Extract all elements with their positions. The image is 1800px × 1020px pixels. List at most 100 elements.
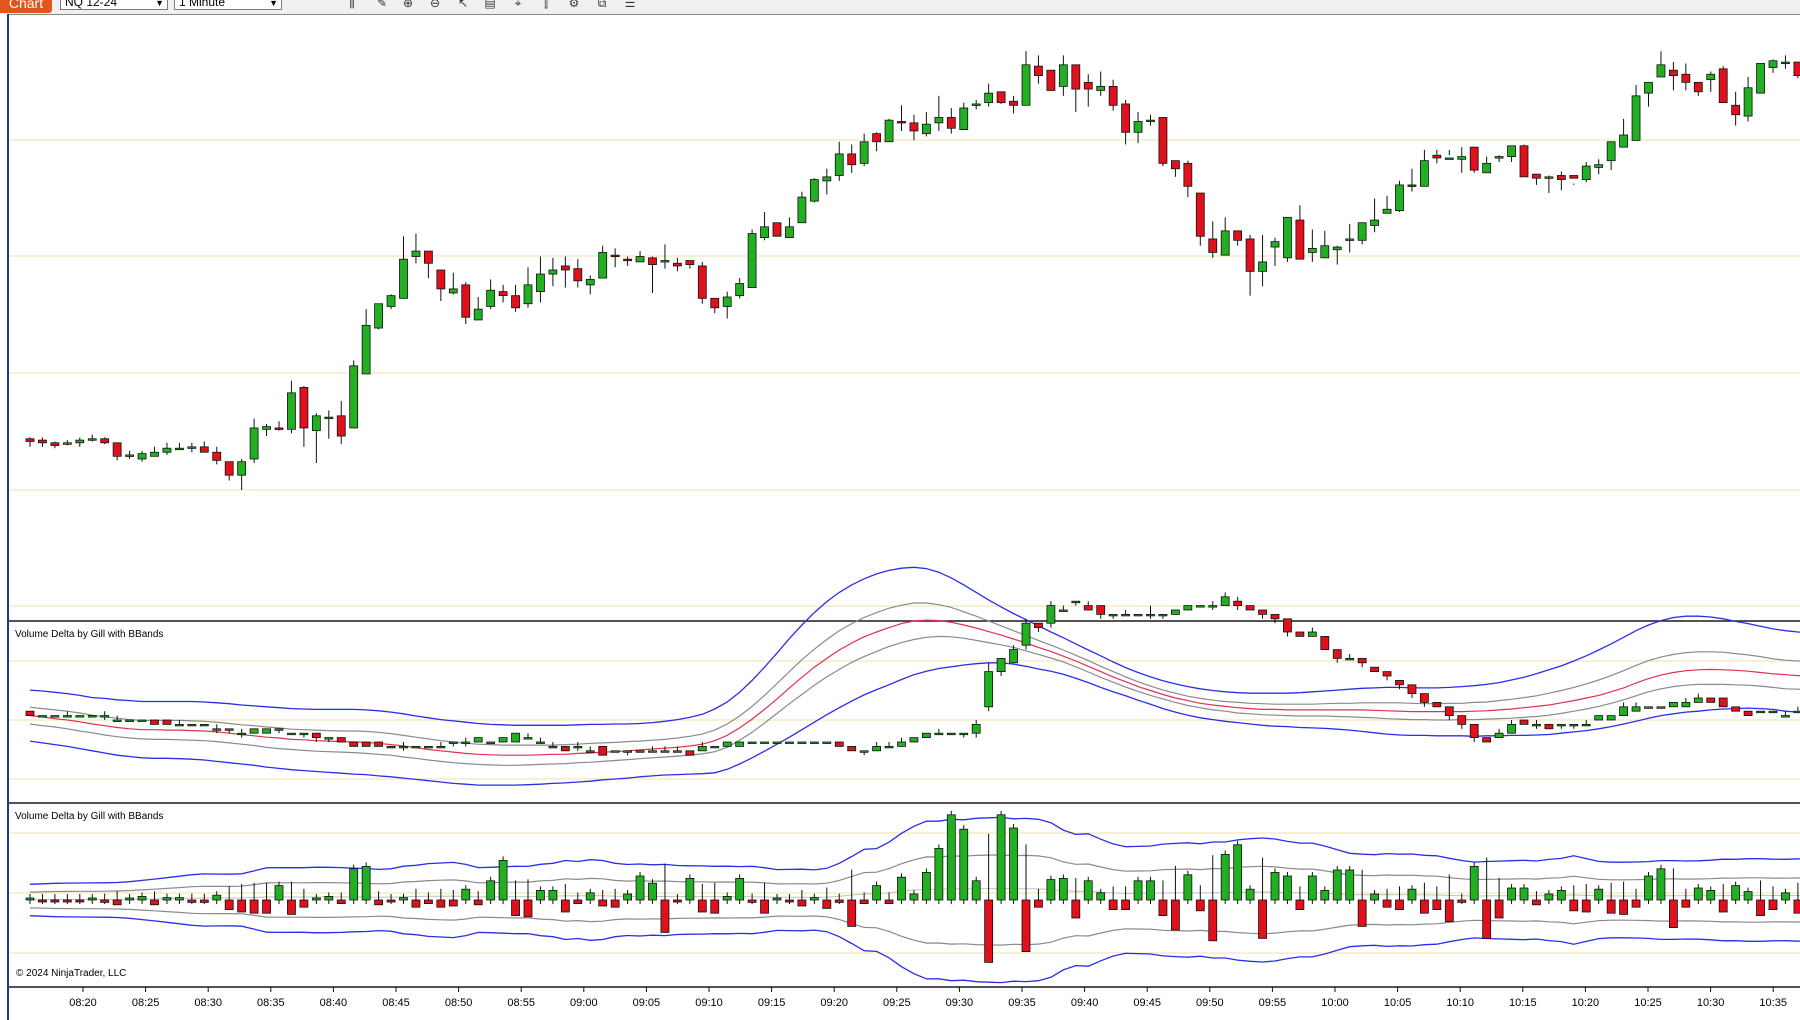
- delta-candle-body: [884, 746, 894, 749]
- lower-inner-band: [29, 907, 1800, 946]
- delta-bar: [336, 899, 346, 904]
- zoom-out-icon[interactable]: ⊖: [429, 0, 441, 10]
- delta-bar: [971, 880, 981, 901]
- delta-candle-body: [897, 741, 906, 747]
- price-candle-body: [1532, 173, 1541, 179]
- x-tick-label: 09:25: [883, 997, 911, 1009]
- price-candle-body: [722, 296, 732, 307]
- delta-bar: [386, 899, 396, 903]
- copyright-text: © 2024 NinjaTrader, LLC: [16, 968, 126, 979]
- data-box-icon[interactable]: ▤: [484, 0, 496, 10]
- delta-bar: [560, 899, 570, 913]
- delta-bar: [1482, 899, 1492, 939]
- price-candle-body: [1569, 175, 1579, 179]
- delta-candle-body: [1270, 614, 1280, 620]
- delta-candle-body: [511, 732, 520, 743]
- delta-candle-body: [1245, 605, 1255, 611]
- price-candle-body: [1519, 145, 1529, 178]
- interval-selector[interactable]: 1 Minute ▼: [174, 0, 282, 10]
- price-candle-body: [448, 288, 458, 294]
- delta-candle-body: [25, 710, 35, 717]
- delta-candle-body: [1171, 609, 1180, 615]
- price-candle-body: [262, 426, 271, 430]
- pointer-icon[interactable]: ↖: [457, 0, 469, 10]
- delta-candle-body: [1444, 706, 1454, 716]
- delta-bar: [399, 897, 408, 901]
- x-tick-label: 09:50: [1196, 997, 1224, 1009]
- menu-icon[interactable]: ☰: [624, 0, 636, 10]
- delta-bar: [735, 878, 745, 901]
- price-candle-body: [971, 103, 981, 106]
- delta-candle-body: [1382, 671, 1392, 677]
- delta-bar: [959, 828, 969, 901]
- price-candle-body: [212, 451, 222, 461]
- bar-type-icon[interactable]: ⫼: [349, 0, 355, 10]
- price-candle-body: [1046, 69, 1056, 91]
- delta-bar: [1083, 880, 1093, 901]
- delta-candle-body: [1793, 710, 1800, 714]
- price-candle-body: [1420, 160, 1429, 187]
- delta-candle-body: [1743, 710, 1753, 717]
- price-candle-body: [1195, 192, 1205, 237]
- delta-bar: [374, 899, 384, 906]
- delta-candle-body: [1594, 715, 1604, 721]
- delta-bar: [822, 899, 832, 909]
- price-candle-body: [1021, 64, 1031, 106]
- x-tick-label: 09:40: [1071, 997, 1099, 1009]
- lower-outer-band: [29, 662, 1800, 786]
- x-tick-label: 09:00: [570, 997, 598, 1009]
- delta-candle-body: [486, 741, 496, 744]
- delta-bar: [50, 899, 60, 903]
- delta-bar: [1058, 878, 1068, 901]
- delta-candle-body: [772, 741, 782, 744]
- delta-candle-body: [237, 732, 247, 736]
- lower-outer-band: [29, 915, 1800, 984]
- delta-bar: [1407, 888, 1417, 901]
- delta-bar: [548, 890, 558, 901]
- price-candle-body: [461, 284, 471, 318]
- delta-bar: [1532, 899, 1541, 906]
- strategies-icon[interactable]: ⚙: [568, 0, 580, 10]
- delta-candle-body: [1469, 724, 1479, 739]
- delta-candle-body: [1357, 658, 1367, 664]
- delta-bar: [1307, 875, 1317, 901]
- x-axis[interactable]: 08:20 08:25 08:30 08:35 08:40 08:45 08:50 08:55…: [69, 987, 1787, 1009]
- delta-bar: [884, 899, 894, 904]
- properties-icon[interactable]: ⧉: [597, 0, 607, 10]
- delta-candle-body: [311, 732, 321, 739]
- delta-bar: [922, 872, 931, 901]
- x-tick-label: 09:15: [758, 997, 786, 1009]
- price-candle-body: [922, 123, 931, 135]
- zoom-in-icon[interactable]: ⊕: [402, 0, 414, 10]
- price-candle-body: [1743, 87, 1753, 117]
- delta-candle-body: [1096, 605, 1106, 615]
- instrument-value: NQ 12-24: [65, 0, 118, 9]
- delta-bar: [1345, 869, 1355, 901]
- chart-tab[interactable]: Chart: [0, 0, 52, 13]
- delta-bar: [62, 899, 72, 903]
- pencil-icon[interactable]: ✎: [376, 0, 388, 10]
- price-candle-body: [573, 268, 583, 282]
- price-candle-body: [1693, 81, 1703, 93]
- crosshair-icon[interactable]: ⌖: [514, 0, 522, 10]
- price-candle-body: [150, 451, 159, 457]
- delta-candle-body: [473, 737, 483, 743]
- delta-bar: [436, 899, 446, 908]
- instrument-selector[interactable]: NQ 12-24 ▼: [60, 0, 168, 10]
- price-candle-body: [1009, 100, 1018, 106]
- delta-bar: [1171, 899, 1180, 931]
- delta-candle-body: [125, 719, 134, 722]
- delta-candle-body: [38, 715, 47, 718]
- price-candle-body: [884, 119, 894, 143]
- price-candle-body: [1283, 216, 1292, 259]
- indicators-icon[interactable]: ⫿: [544, 0, 548, 10]
- x-tick-label: 09:05: [633, 997, 661, 1009]
- delta-candle-body: [448, 741, 458, 744]
- price-candle-body: [25, 438, 35, 442]
- price-candle-body: [648, 257, 657, 266]
- price-candle-body: [610, 254, 620, 258]
- price-candle-body: [1146, 119, 1155, 123]
- delta-candle-body: [735, 741, 745, 747]
- delta-candle-body: [1669, 702, 1678, 708]
